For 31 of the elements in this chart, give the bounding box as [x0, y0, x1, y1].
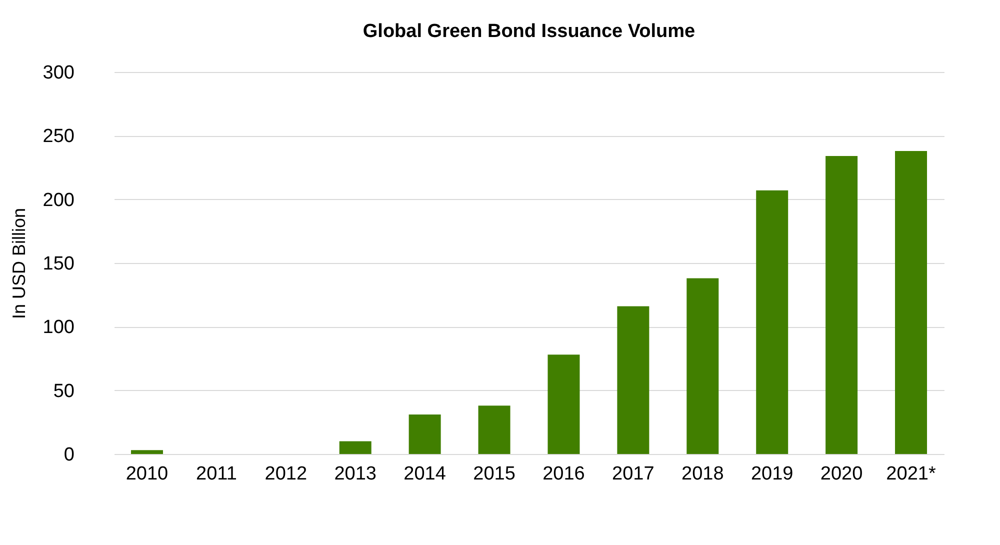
y-axis-title: In USD Billion: [8, 208, 29, 320]
bar: [339, 441, 372, 454]
x-tick-label: 2018: [682, 464, 724, 484]
x-tick-label: 2020: [820, 464, 863, 484]
bar: [756, 190, 788, 454]
chart-title: Global Green Bond Issuance Volume: [362, 21, 696, 42]
y-tick-label: 150: [42, 254, 74, 274]
x-tick-label: 2019: [750, 464, 794, 484]
y-tick-label: 100: [42, 317, 74, 338]
bar: [548, 354, 580, 454]
x-tick-label: 2016: [542, 464, 585, 484]
bar: [826, 156, 858, 454]
x-tick-label: 2017: [612, 464, 654, 484]
y-tick-label: 200: [42, 190, 74, 211]
y-tick-label: 250: [42, 126, 74, 148]
bar: [686, 278, 719, 454]
bar: [130, 450, 163, 454]
x-tick-label: 2015: [473, 464, 516, 484]
x-tick-label: 2011: [196, 464, 237, 484]
bar: [895, 150, 928, 454]
y-tick-label: 0: [64, 444, 74, 466]
bar: [478, 406, 510, 454]
bar: [408, 414, 441, 454]
x-tick-label: 2013: [334, 464, 376, 484]
y-tick-label: 50: [53, 380, 74, 402]
bar: [617, 306, 650, 454]
x-tick-label: 2021*: [886, 464, 936, 484]
x-tick-label: 2010: [126, 464, 168, 484]
x-tick-label: 2014: [404, 464, 446, 484]
x-tick-label: 2012: [264, 464, 308, 484]
y-tick-label: 300: [42, 62, 74, 84]
